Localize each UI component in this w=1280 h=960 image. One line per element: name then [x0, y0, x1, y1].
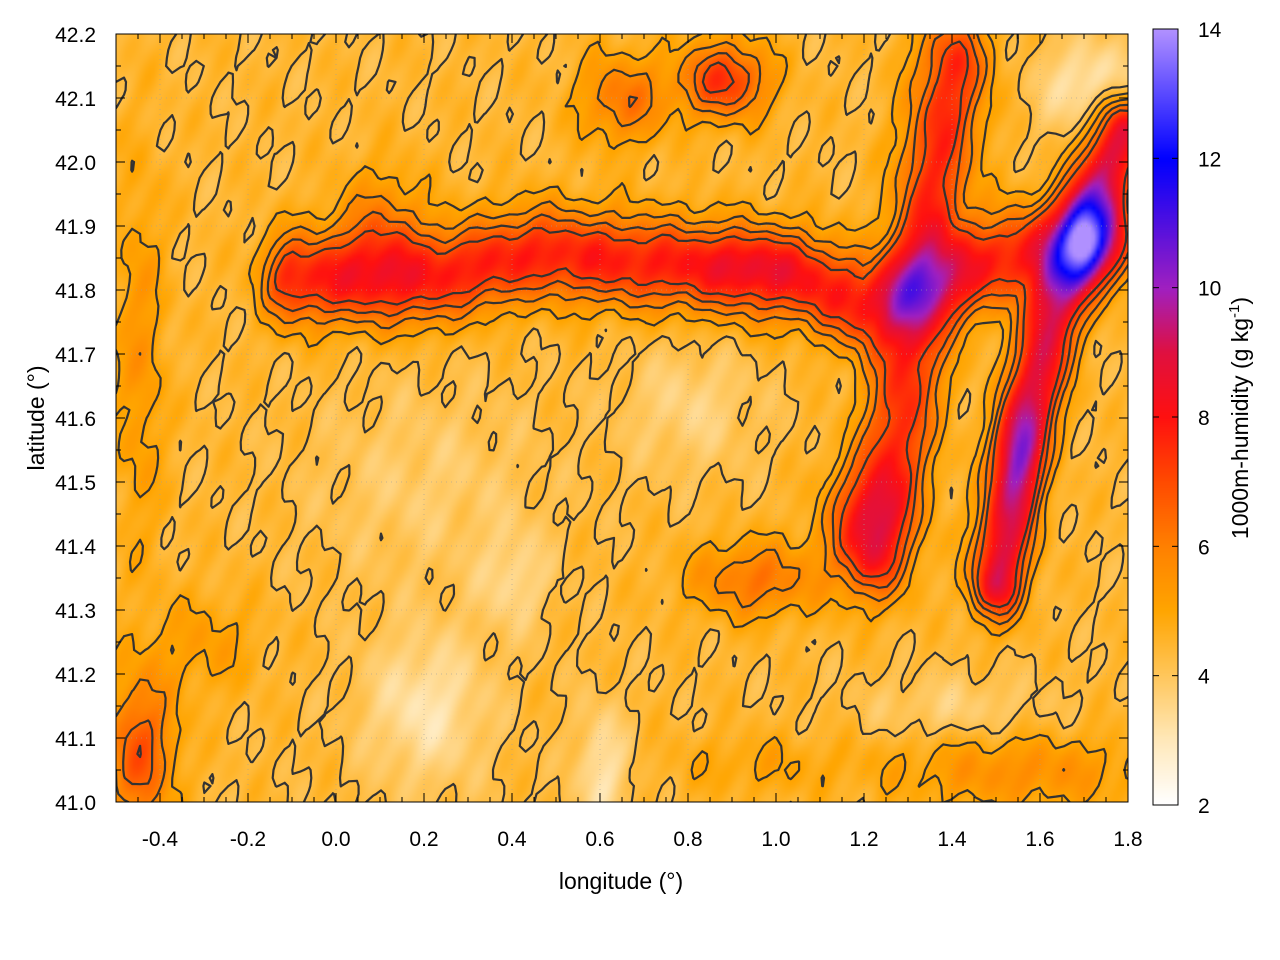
axis-tick-marks [115, 33, 1129, 803]
y-tick-label: 42.2 [55, 24, 96, 47]
colorbar-label-main: 1000m-humidity (g kg [1227, 318, 1253, 539]
y-tick-label: 42.0 [55, 152, 96, 175]
y-tick-label: 41.8 [55, 280, 96, 303]
contour-level-1 [116, 34, 1128, 802]
colorbar-tick-label: 2 [1198, 795, 1210, 818]
colorbar-tick-label: 4 [1198, 666, 1210, 689]
x-tick-label: -0.4 [142, 828, 179, 851]
y-tick-label: 41.7 [55, 344, 96, 367]
y-axis-ticks: 41.0 41.1 41.2 41.3 41.4 41.5 41.6 41.7 41.8 41.9… [55, 24, 96, 815]
x-axis-label: longitude (°) [559, 868, 683, 894]
x-tick-label: 0.2 [409, 828, 438, 851]
x-tick-label: 1.2 [849, 828, 878, 851]
y-tick-label: 41.0 [55, 792, 96, 815]
contour-level-3 [122, 34, 1128, 786]
x-axis-ticks: -0.4 -0.2 0.0 0.2 0.4 0.6 0.8 1.0 1.2 1.4 1.6 1.8 [142, 828, 1143, 851]
x-tick-label: 1.6 [1025, 828, 1054, 851]
colorbar-tick-label: 8 [1198, 407, 1210, 430]
y-tick-label: 42.1 [55, 88, 96, 111]
x-tick-label: 1.8 [1113, 828, 1142, 851]
y-tick-label: 41.6 [55, 408, 96, 431]
contour-level-4 [136, 40, 1128, 759]
contour-level-2 [116, 34, 1128, 802]
x-tick-label: -0.2 [230, 828, 266, 851]
x-tick-label: 1.0 [761, 828, 790, 851]
x-tick-label: 0.8 [673, 828, 702, 851]
x-tick-label: 0.4 [497, 828, 527, 851]
colorbar-tick-label: 10 [1198, 278, 1221, 301]
colorbar-tick-label: 12 [1198, 148, 1221, 171]
y-tick-label: 41.4 [55, 536, 96, 559]
colorbar-tick-label: 6 [1198, 536, 1210, 559]
x-tick-label: 0.0 [321, 828, 350, 851]
y-tick-label: 41.5 [55, 472, 96, 495]
y-axis-label: latitude (°) [23, 365, 49, 470]
y-tick-label: 41.1 [55, 728, 96, 751]
x-tick-label: 1.4 [937, 828, 967, 851]
colorbar-ticks: 2 4 6 8 10 12 14 [1153, 19, 1222, 818]
colorbar-label-end: ) [1227, 297, 1253, 305]
colorbar-label: 1000m-humidity (g kg-1) [1226, 297, 1253, 539]
colorbar-label-sup: -1 [1226, 305, 1243, 318]
y-tick-label: 41.3 [55, 600, 96, 623]
colorbar-tick-label: 14 [1198, 19, 1222, 42]
x-tick-label: 0.6 [585, 828, 614, 851]
contour-lines [116, 34, 1128, 802]
y-tick-label: 41.9 [55, 216, 96, 239]
contour-level-0 [116, 34, 1128, 802]
y-tick-label: 41.2 [55, 664, 96, 687]
